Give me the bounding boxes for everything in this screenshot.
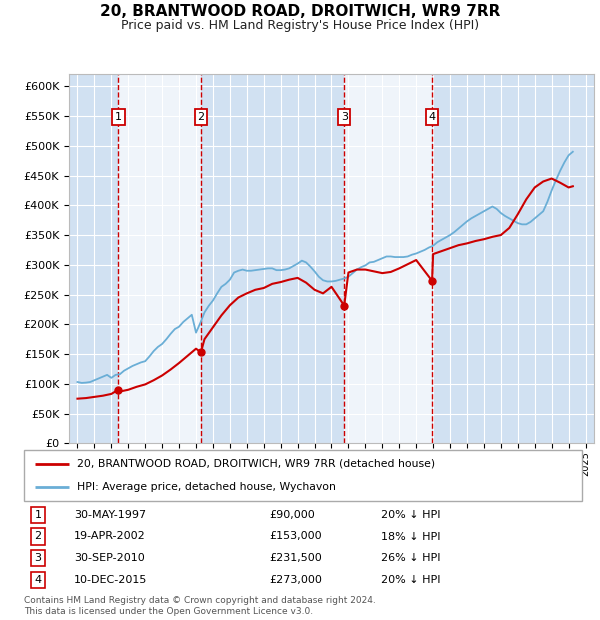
- Text: £273,000: £273,000: [269, 575, 322, 585]
- Text: 20% ↓ HPI: 20% ↓ HPI: [381, 575, 440, 585]
- Text: 3: 3: [34, 553, 41, 563]
- Text: Contains HM Land Registry data © Crown copyright and database right 2024.
This d: Contains HM Land Registry data © Crown c…: [24, 596, 376, 616]
- Text: 3: 3: [341, 112, 348, 122]
- Text: £231,500: £231,500: [269, 553, 322, 563]
- Text: 20, BRANTWOOD ROAD, DROITWICH, WR9 7RR: 20, BRANTWOOD ROAD, DROITWICH, WR9 7RR: [100, 4, 500, 19]
- Bar: [432, 74, 594, 443]
- Text: 30-MAY-1997: 30-MAY-1997: [74, 510, 146, 520]
- Text: 19-APR-2002: 19-APR-2002: [74, 531, 146, 541]
- Bar: [69, 74, 118, 443]
- Text: £90,000: £90,000: [269, 510, 315, 520]
- Text: 1: 1: [115, 112, 122, 122]
- Text: 18% ↓ HPI: 18% ↓ HPI: [381, 531, 440, 541]
- Bar: [344, 74, 432, 443]
- Text: 20% ↓ HPI: 20% ↓ HPI: [381, 510, 440, 520]
- Bar: [118, 74, 201, 443]
- Text: £153,000: £153,000: [269, 531, 322, 541]
- Text: 26% ↓ HPI: 26% ↓ HPI: [381, 553, 440, 563]
- Text: 20, BRANTWOOD ROAD, DROITWICH, WR9 7RR (detached house): 20, BRANTWOOD ROAD, DROITWICH, WR9 7RR (…: [77, 459, 435, 469]
- Text: 10-DEC-2015: 10-DEC-2015: [74, 575, 148, 585]
- Text: 1: 1: [34, 510, 41, 520]
- Text: Price paid vs. HM Land Registry's House Price Index (HPI): Price paid vs. HM Land Registry's House …: [121, 19, 479, 32]
- Bar: [201, 74, 344, 443]
- Text: 4: 4: [34, 575, 41, 585]
- Text: 2: 2: [197, 112, 205, 122]
- Text: 30-SEP-2010: 30-SEP-2010: [74, 553, 145, 563]
- Text: 2: 2: [34, 531, 41, 541]
- Text: 4: 4: [428, 112, 436, 122]
- Text: HPI: Average price, detached house, Wychavon: HPI: Average price, detached house, Wych…: [77, 482, 336, 492]
